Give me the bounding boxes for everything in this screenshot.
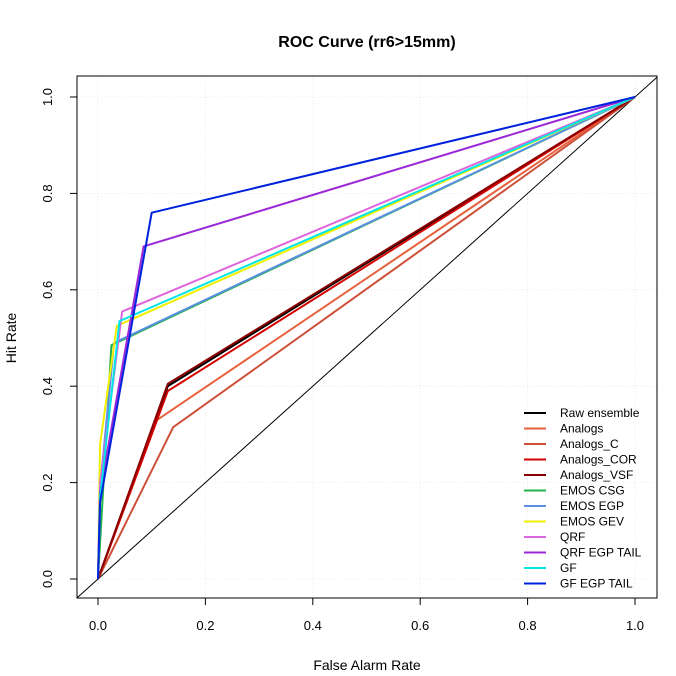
y-tick-label: 1.0 [40, 88, 55, 106]
y-tick-label: 0.8 [40, 184, 55, 202]
x-tick-label: 0.2 [196, 618, 214, 633]
grid [77, 76, 657, 598]
x-tick-label: 1.0 [626, 618, 644, 633]
legend-label-4: Analogs_VSF [560, 468, 633, 482]
legend-label-1: Analogs [560, 422, 603, 436]
legend-label-7: EMOS GEV [560, 515, 624, 529]
y-tick-label: 0.4 [40, 377, 55, 395]
chart-title: ROC Curve (rr6>15mm) [278, 34, 455, 51]
plot-frame [76, 75, 658, 599]
legend-label-5: EMOS CSG [560, 484, 625, 498]
x-tick-label: 0.4 [304, 618, 322, 633]
legend-label-8: QRF [560, 530, 585, 544]
series-line-11 [97, 96, 636, 580]
legend-label-9: QRF EGP TAIL [560, 546, 642, 560]
y-axis-ticks: 0.0 0.2 0.4 0.6 0.8 1.0 [40, 88, 77, 588]
y-tick-label: 0.0 [40, 570, 55, 588]
x-tick-label: 0.6 [411, 618, 429, 633]
y-tick-label: 0.2 [40, 474, 55, 492]
series-line-4 [97, 96, 636, 580]
y-tick-label: 0.6 [40, 281, 55, 299]
x-tick-label: 0.8 [519, 618, 537, 633]
legend-label-6: EMOS EGP [560, 499, 624, 513]
diagonal-reference [76, 76, 658, 599]
x-tick-label: 0.0 [89, 618, 107, 633]
series-line-2 [97, 96, 636, 580]
x-axis-ticks: 0.0 0.2 0.4 0.6 0.8 1.0 [89, 598, 644, 633]
legend-label-0: Raw ensemble [560, 406, 640, 420]
y-axis-label: Hit Rate [3, 313, 19, 364]
legend-label-3: Analogs_COR [560, 453, 637, 467]
series-lines [97, 96, 636, 580]
legend-label-10: GF [560, 561, 577, 575]
x-axis-label: False Alarm Rate [313, 657, 421, 673]
legend-label-2: Analogs_C [560, 437, 619, 451]
legend-label-11: GF EGP TAIL [560, 577, 633, 591]
diagonal-line [76, 76, 658, 599]
